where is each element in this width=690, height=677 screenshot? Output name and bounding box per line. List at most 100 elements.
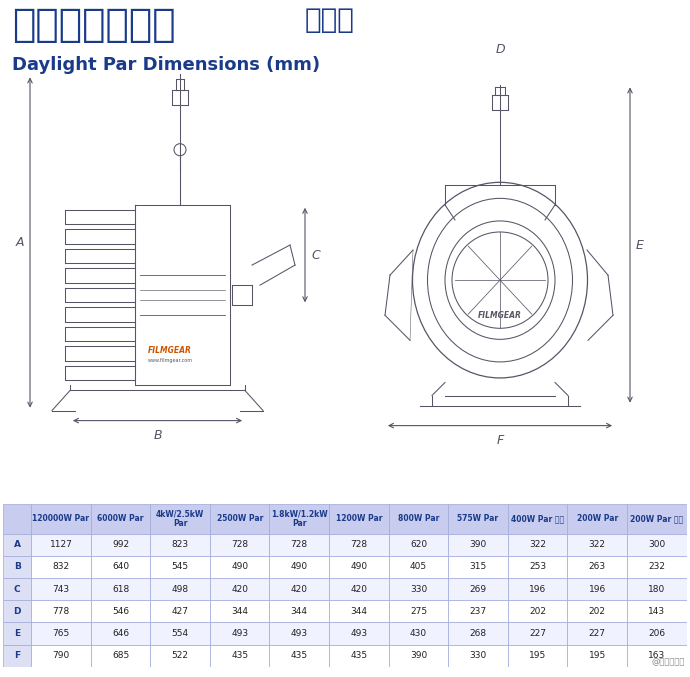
Text: 790: 790 — [52, 651, 70, 660]
Text: 390: 390 — [410, 651, 427, 660]
Bar — [270, 504, 329, 533]
Text: 344: 344 — [351, 607, 367, 616]
Bar — [508, 622, 567, 645]
Text: 263: 263 — [589, 563, 606, 571]
Text: 522: 522 — [172, 651, 188, 660]
Bar — [627, 600, 687, 622]
Bar — [627, 578, 687, 600]
Bar — [270, 645, 329, 667]
Bar — [567, 556, 627, 578]
Bar — [329, 600, 388, 622]
Bar — [448, 622, 508, 645]
Text: A: A — [14, 540, 21, 549]
Bar — [31, 622, 91, 645]
Bar — [91, 533, 150, 556]
Text: 618: 618 — [112, 585, 129, 594]
Text: 315: 315 — [469, 563, 486, 571]
Bar — [150, 556, 210, 578]
Text: A: A — [15, 236, 24, 249]
Bar — [3, 533, 31, 556]
Text: 232: 232 — [649, 563, 665, 571]
Text: 4kW/2.5kW: 4kW/2.5kW — [156, 509, 204, 519]
Text: 435: 435 — [290, 651, 308, 660]
Bar — [210, 622, 270, 645]
Bar — [388, 504, 448, 533]
Text: 196: 196 — [529, 585, 546, 594]
Text: 992: 992 — [112, 540, 129, 549]
Text: 493: 493 — [231, 629, 248, 638]
Text: 420: 420 — [290, 585, 308, 594]
Bar — [3, 622, 31, 645]
Text: 1.8kW/1.2kW: 1.8kW/1.2kW — [271, 509, 328, 519]
Bar — [3, 504, 31, 533]
Bar — [3, 600, 31, 622]
Text: 163: 163 — [648, 651, 665, 660]
Text: 195: 195 — [529, 651, 546, 660]
Bar — [508, 578, 567, 600]
Bar — [388, 556, 448, 578]
Bar — [508, 556, 567, 578]
Text: 765: 765 — [52, 629, 70, 638]
Bar — [210, 556, 270, 578]
Text: 728: 728 — [351, 540, 367, 549]
Text: C: C — [311, 248, 319, 261]
Text: 620: 620 — [410, 540, 427, 549]
Bar — [388, 533, 448, 556]
Bar — [627, 622, 687, 645]
Text: Par: Par — [173, 519, 188, 528]
Text: 规格表: 规格表 — [305, 6, 355, 34]
Bar — [210, 600, 270, 622]
Text: 202: 202 — [529, 607, 546, 616]
Bar — [210, 533, 270, 556]
Text: 546: 546 — [112, 607, 129, 616]
Text: 196: 196 — [589, 585, 606, 594]
Text: 237: 237 — [469, 607, 486, 616]
Text: FILMGEAR: FILMGEAR — [478, 311, 522, 320]
Text: 575W Par: 575W Par — [457, 515, 499, 523]
Bar — [329, 578, 388, 600]
Bar — [627, 533, 687, 556]
Bar — [508, 645, 567, 667]
Text: 200W Par: 200W Par — [577, 515, 618, 523]
Bar — [31, 578, 91, 600]
Text: Par: Par — [292, 519, 306, 528]
Bar — [31, 533, 91, 556]
Text: 390: 390 — [469, 540, 486, 549]
Bar — [388, 645, 448, 667]
Text: F: F — [14, 651, 21, 660]
Bar — [31, 600, 91, 622]
Text: 6000W Par: 6000W Par — [97, 515, 144, 523]
Bar — [270, 578, 329, 600]
Bar — [329, 645, 388, 667]
Bar — [627, 504, 687, 533]
Bar — [329, 622, 388, 645]
Text: 493: 493 — [351, 629, 367, 638]
Text: 275: 275 — [410, 607, 427, 616]
Text: E: E — [14, 629, 21, 638]
Text: 344: 344 — [231, 607, 248, 616]
Text: 344: 344 — [290, 607, 308, 616]
Bar — [91, 578, 150, 600]
Bar — [567, 645, 627, 667]
Bar — [329, 504, 388, 533]
Text: 545: 545 — [172, 563, 188, 571]
Bar — [150, 504, 210, 533]
Text: D: D — [495, 43, 505, 56]
Text: 2500W Par: 2500W Par — [217, 515, 263, 523]
Text: C: C — [14, 585, 21, 594]
Text: 227: 227 — [529, 629, 546, 638]
Text: B: B — [153, 429, 162, 441]
Bar — [210, 645, 270, 667]
Text: 120000W Par: 120000W Par — [32, 515, 90, 523]
Text: 1127: 1127 — [50, 540, 72, 549]
Text: 728: 728 — [290, 540, 308, 549]
Bar — [567, 578, 627, 600]
Text: 227: 227 — [589, 629, 606, 638]
Text: 200W Par 小型: 200W Par 小型 — [630, 515, 683, 523]
Text: 427: 427 — [172, 607, 188, 616]
Bar — [31, 556, 91, 578]
Text: 685: 685 — [112, 651, 129, 660]
Bar — [210, 504, 270, 533]
Text: 435: 435 — [351, 651, 367, 660]
Bar — [448, 645, 508, 667]
